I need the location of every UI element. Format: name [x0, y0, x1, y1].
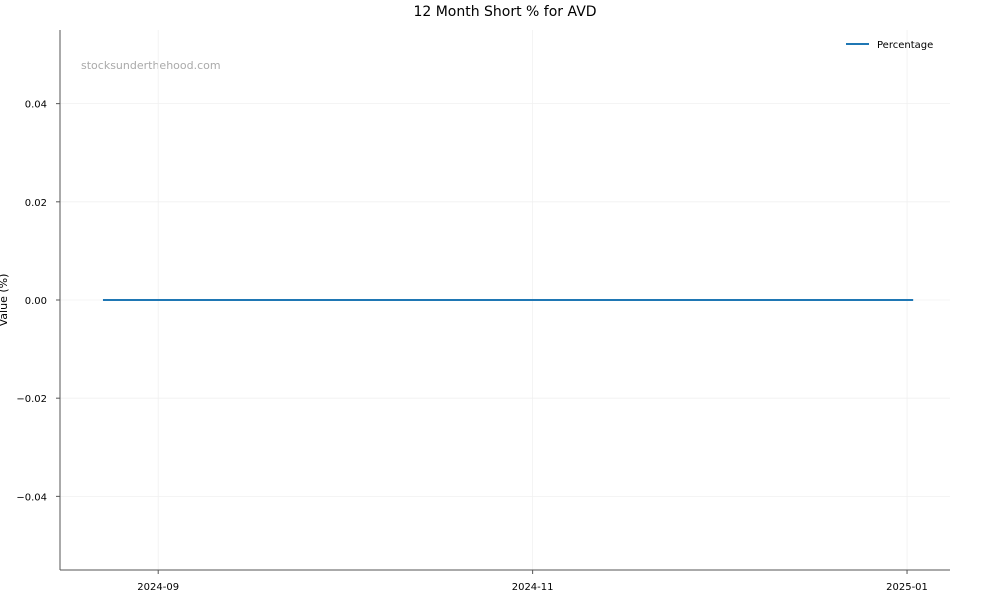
watermark: stocksunderthehood.com	[81, 59, 221, 72]
y-tick-label: 0.04	[25, 100, 47, 111]
y-tick-label: −0.02	[16, 394, 47, 405]
y-axis-label: Value (%)	[0, 274, 10, 327]
y-tick-label: 0.00	[25, 296, 47, 307]
y-tick-label: −0.04	[16, 492, 47, 503]
legend-label: Percentage	[877, 40, 933, 51]
x-tick-label: 2025-01	[886, 582, 928, 593]
x-tick-label: 2024-09	[137, 582, 179, 593]
y-tick-label: 0.02	[25, 198, 47, 209]
x-tick-label: 2024-11	[512, 582, 554, 593]
ticks: 2024-09 2024-11 2025-01 0.04 0.02 0.00 −0.02 −0…	[16, 100, 928, 593]
legend: Percentage	[846, 40, 933, 51]
chart-title: 12 Month Short % for AVD	[413, 4, 596, 20]
